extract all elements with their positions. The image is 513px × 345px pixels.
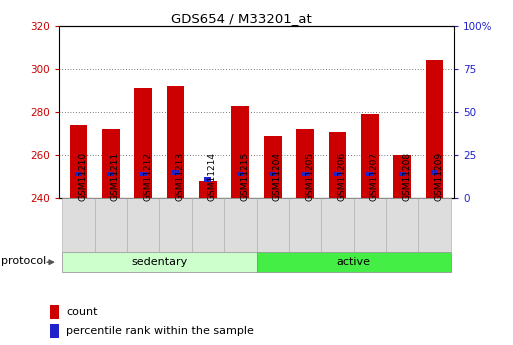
Bar <box>140 172 147 176</box>
Bar <box>50 305 60 318</box>
Bar <box>172 170 179 175</box>
Text: GSM11208: GSM11208 <box>402 152 411 201</box>
Bar <box>419 198 451 252</box>
Bar <box>431 170 438 175</box>
Text: GSM11205: GSM11205 <box>305 152 314 201</box>
Bar <box>269 172 276 176</box>
Bar <box>399 172 406 176</box>
Text: GSM11211: GSM11211 <box>111 152 120 201</box>
Bar <box>70 125 87 198</box>
Bar <box>107 172 114 176</box>
Bar <box>302 172 309 176</box>
Bar <box>50 324 60 337</box>
Bar <box>296 129 314 198</box>
Text: sedentary: sedentary <box>131 257 187 267</box>
Bar <box>289 198 321 252</box>
Bar <box>353 198 386 252</box>
Bar <box>386 198 419 252</box>
Bar <box>199 181 217 198</box>
Text: GSM11215: GSM11215 <box>240 152 249 201</box>
Text: GSM11214: GSM11214 <box>208 152 217 201</box>
Text: GSM11210: GSM11210 <box>78 152 87 201</box>
Bar <box>231 106 249 198</box>
Bar <box>167 86 185 198</box>
Bar <box>366 172 373 176</box>
Text: GDS654 / M33201_at: GDS654 / M33201_at <box>171 12 311 25</box>
Bar <box>321 198 353 252</box>
Bar <box>75 172 82 176</box>
Bar <box>256 198 289 252</box>
Bar <box>62 252 256 272</box>
Text: protocol: protocol <box>1 256 47 266</box>
Text: GSM11209: GSM11209 <box>435 152 444 201</box>
Bar <box>426 60 443 198</box>
Text: GSM11212: GSM11212 <box>143 152 152 201</box>
Bar <box>393 155 411 198</box>
Text: GSM11206: GSM11206 <box>338 152 346 201</box>
Bar <box>334 172 341 176</box>
Text: active: active <box>337 257 370 267</box>
Bar <box>102 129 120 198</box>
Bar <box>160 198 192 252</box>
Bar <box>127 198 160 252</box>
Text: GSM11207: GSM11207 <box>370 152 379 201</box>
Text: GSM11204: GSM11204 <box>273 152 282 201</box>
Bar <box>256 252 451 272</box>
Bar <box>192 198 224 252</box>
Bar <box>361 114 379 198</box>
Text: count: count <box>66 307 97 317</box>
Bar <box>134 88 152 198</box>
Bar <box>264 136 282 198</box>
Bar <box>237 172 244 176</box>
Bar <box>328 131 346 198</box>
Bar <box>224 198 256 252</box>
Bar <box>204 177 211 181</box>
Text: percentile rank within the sample: percentile rank within the sample <box>66 326 254 336</box>
Bar <box>94 198 127 252</box>
Text: GSM11213: GSM11213 <box>175 152 185 201</box>
Bar <box>62 198 94 252</box>
